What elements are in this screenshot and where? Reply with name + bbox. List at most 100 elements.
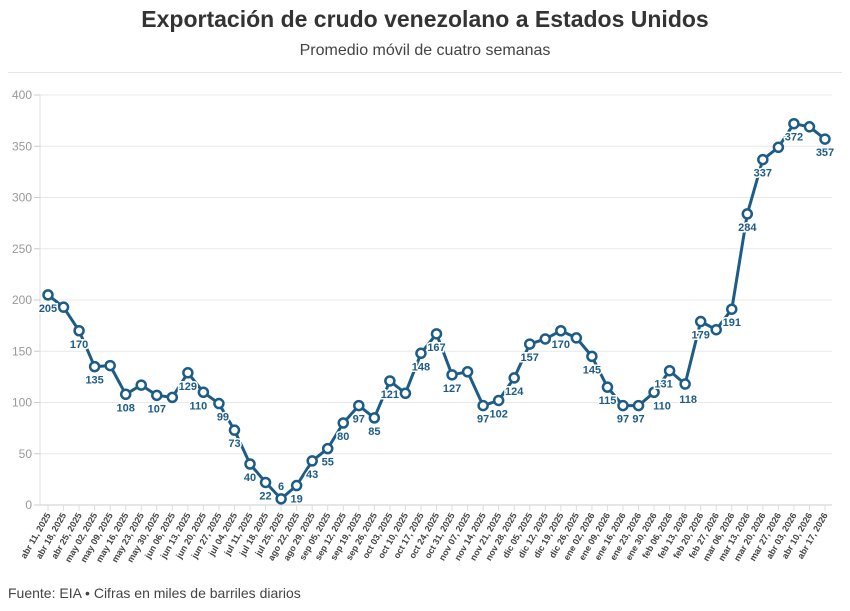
- y-tick-label: 400: [12, 88, 32, 102]
- data-label: 337: [754, 168, 772, 180]
- data-point: [663, 364, 676, 377]
- data-point: [119, 388, 132, 401]
- data-label: 167: [427, 342, 445, 354]
- data-point: [539, 333, 552, 345]
- data-label: 124: [505, 386, 524, 398]
- data-label: 107: [148, 403, 166, 415]
- data-point: [617, 399, 629, 412]
- data-label: 145: [583, 364, 601, 376]
- data-point: [384, 375, 396, 387]
- data-label: 170: [70, 339, 88, 351]
- y-tick-label: 250: [12, 242, 32, 256]
- data-point: [492, 394, 505, 407]
- data-label: 135: [85, 375, 103, 387]
- data-point: [151, 389, 163, 402]
- data-point: [757, 153, 769, 166]
- data-label: 357: [816, 147, 834, 159]
- data-point: [430, 328, 443, 340]
- data-point: [399, 387, 412, 400]
- data-label: 6: [278, 481, 284, 493]
- data-point: [182, 367, 194, 379]
- data-point: [726, 303, 738, 315]
- data-point: [601, 381, 614, 393]
- data-label: 131: [654, 379, 672, 391]
- data-label: 97: [617, 414, 629, 426]
- data-point: [555, 325, 567, 337]
- data-label: 115: [599, 395, 617, 407]
- data-point: [321, 442, 334, 455]
- data-point: [477, 399, 489, 412]
- data-label: 129: [179, 381, 197, 393]
- data-label: 205: [39, 303, 57, 315]
- data-point: [275, 493, 287, 505]
- data-point: [586, 350, 598, 363]
- data-point: [244, 458, 256, 470]
- data-point: [73, 325, 85, 337]
- chart-subtitle: Promedio móvil de cuatro semanas: [299, 42, 551, 59]
- data-point: [213, 397, 225, 410]
- data-label: 40: [244, 472, 256, 484]
- source-note: Fuente: EIA • Cifras en miles de barrile…: [8, 585, 301, 601]
- data-label: 118: [679, 394, 697, 406]
- data-point: [819, 133, 831, 145]
- data-point: [788, 117, 800, 130]
- y-tick-label: 100: [12, 396, 32, 410]
- data-point: [337, 417, 350, 429]
- y-tick-label: 300: [12, 191, 32, 205]
- data-label: 80: [337, 431, 349, 443]
- y-tick-label: 0: [25, 498, 32, 512]
- data-label: 127: [443, 383, 461, 395]
- data-label: 157: [521, 352, 539, 364]
- data-point: [772, 141, 785, 154]
- data-point: [104, 359, 116, 372]
- data-point: [259, 476, 272, 489]
- data-point: [648, 386, 660, 398]
- data-point: [57, 301, 70, 313]
- data-label: 148: [412, 361, 430, 373]
- data-label: 110: [190, 400, 208, 412]
- data-point: [710, 323, 722, 336]
- data-point: [508, 372, 520, 384]
- data-label: 284: [738, 222, 757, 234]
- data-point: [88, 360, 101, 373]
- y-tick-label: 150: [12, 344, 32, 358]
- data-label: 22: [259, 490, 271, 502]
- chart-title: Exportación de crudo venezolano a Estado…: [141, 6, 709, 32]
- data-point: [803, 121, 816, 133]
- data-point: [446, 369, 458, 381]
- data-point: [694, 315, 707, 328]
- data-label: 121: [381, 389, 399, 401]
- data-point: [461, 366, 474, 378]
- data-label: 97: [632, 414, 644, 426]
- data-point: [741, 208, 754, 220]
- y-tick-label: 50: [19, 447, 33, 461]
- data-label: 55: [322, 457, 334, 469]
- data-label: 102: [489, 408, 507, 420]
- data-point: [353, 399, 365, 412]
- data-point: [679, 378, 691, 390]
- data-point: [197, 386, 210, 398]
- series-line: [47, 122, 826, 501]
- data-label: 372: [785, 132, 803, 144]
- y-tick-label: 350: [12, 139, 32, 153]
- data-label: 97: [353, 414, 365, 426]
- y-tick-label: 200: [12, 293, 32, 307]
- data-point: [523, 338, 536, 350]
- data-point: [228, 424, 241, 436]
- data-point: [42, 289, 54, 301]
- data-point: [306, 455, 318, 467]
- data-point: [632, 399, 645, 412]
- header-divider: [8, 72, 842, 73]
- data-point: [415, 347, 427, 360]
- data-label: 191: [723, 317, 741, 329]
- data-label: 43: [306, 469, 318, 481]
- data-label: 73: [228, 438, 240, 450]
- data-point: [135, 379, 147, 391]
- data-label: 99: [217, 412, 229, 424]
- data-label: 179: [692, 330, 710, 342]
- data-label: 110: [653, 400, 671, 412]
- data-point: [368, 412, 381, 424]
- data-label: 19: [291, 494, 303, 506]
- data-label: 170: [552, 339, 570, 351]
